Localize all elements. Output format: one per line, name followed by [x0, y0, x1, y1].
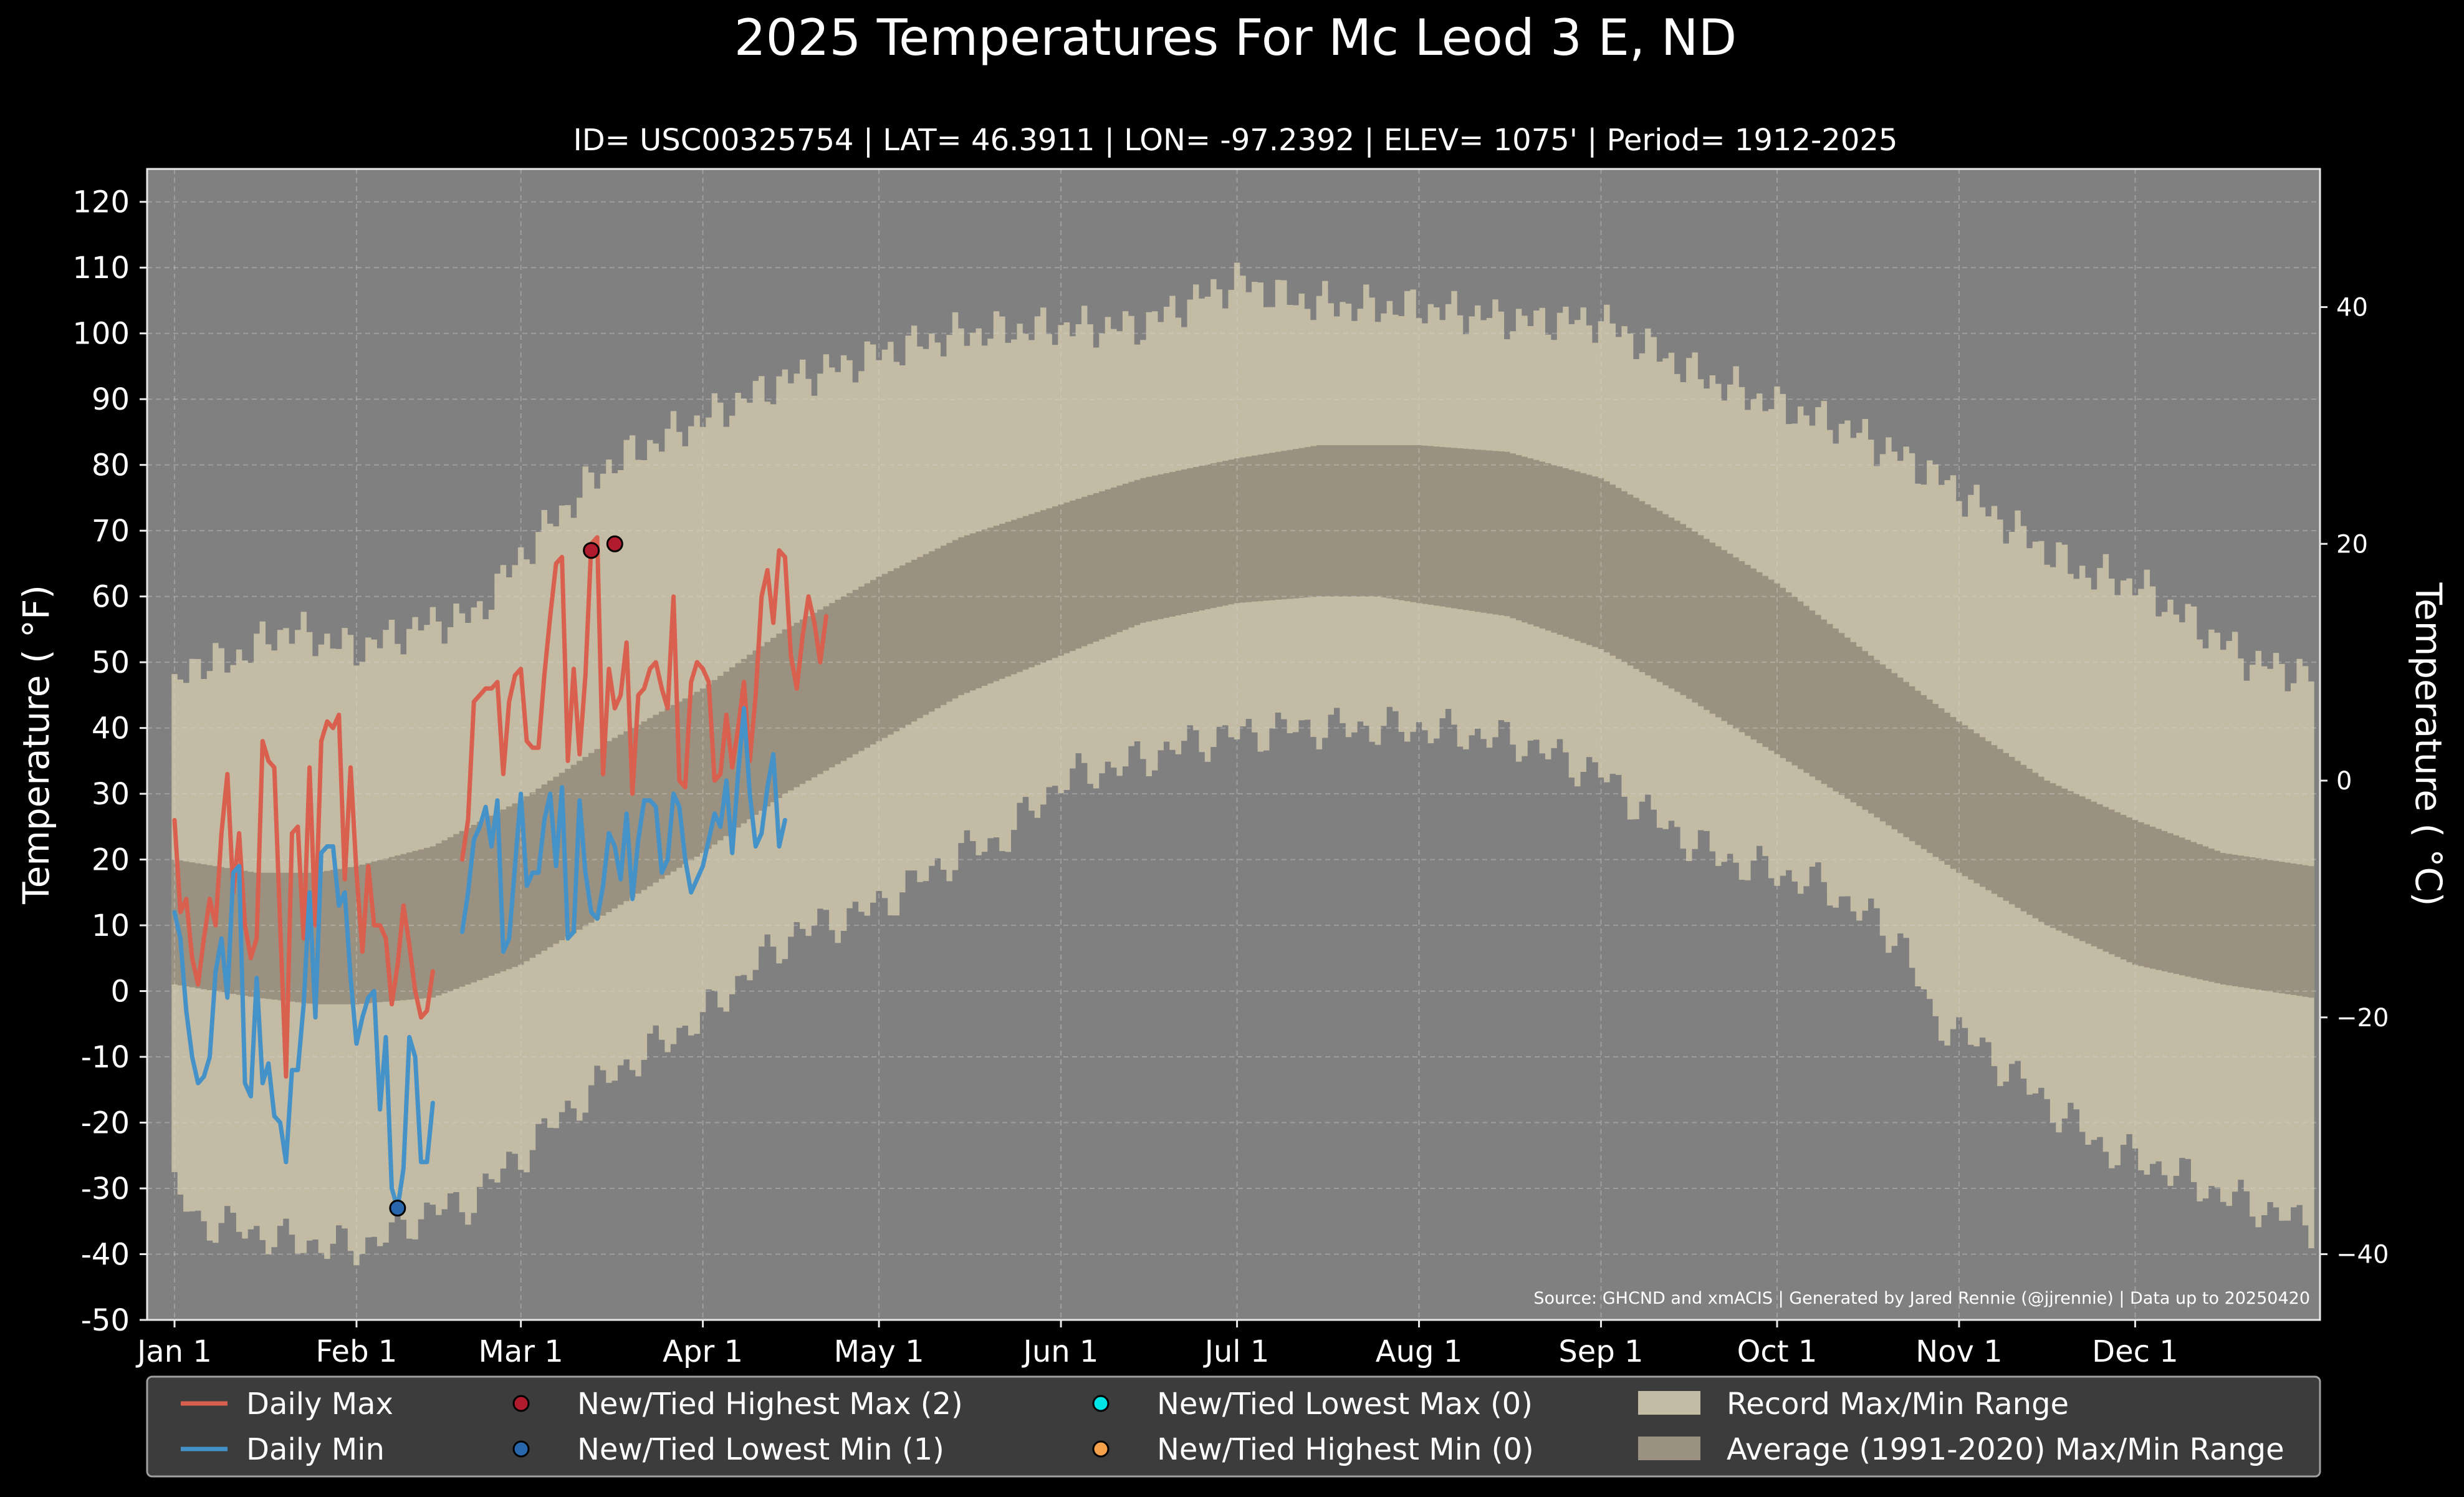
record-range-band: [171, 262, 2314, 1266]
legend-dot-swatch: [512, 1440, 530, 1458]
record-high-max-point: [583, 542, 600, 559]
y-tick-label: -40: [81, 1238, 130, 1273]
legend-patch-swatch: [1638, 1391, 1700, 1415]
legend-label: New/Tied Lowest Max (0): [1157, 1387, 1533, 1422]
y-tick-label: 90: [92, 382, 130, 417]
y-tick-label: -10: [81, 1040, 130, 1075]
y-tick-label: 70: [92, 514, 130, 549]
x-tick-label: Mar 1: [478, 1334, 563, 1369]
y-tick-label: -30: [81, 1172, 130, 1206]
normal-range-band: [171, 445, 2314, 1004]
y-tick-label: 30: [92, 777, 130, 812]
y-tick-label: -20: [81, 1106, 130, 1141]
x-tick-label: Nov 1: [1915, 1334, 2002, 1369]
x-tick-label: Jul 1: [1203, 1334, 1270, 1369]
legend-box: [146, 1375, 2321, 1478]
y-right-tick-label: −20: [2336, 1004, 2389, 1032]
daily-max-line: [460, 535, 828, 862]
grid-lines: [147, 169, 2320, 1320]
legend-label: New/Tied Highest Max (2): [577, 1387, 963, 1422]
daily-series: [172, 535, 828, 1211]
daily-min-line: [460, 706, 787, 954]
y-tick-label: 20: [92, 843, 130, 878]
x-tick-label: Feb 1: [316, 1334, 398, 1369]
y-right-tick-label: 40: [2336, 294, 2368, 322]
x-tick-label: May 1: [834, 1334, 924, 1369]
y-tick-label: 40: [92, 711, 130, 746]
x-tick-label: Dec 1: [2092, 1334, 2179, 1369]
legend-dot-swatch: [512, 1395, 530, 1412]
x-tick-label: Oct 1: [1737, 1334, 1818, 1369]
y-tick-label: 100: [72, 317, 130, 352]
y-tick-label: 50: [92, 645, 130, 680]
legend-patch-swatch: [1638, 1437, 1700, 1460]
y-right-tick-label: 20: [2336, 530, 2368, 559]
chart-title: 2025 Temperatures For Mc Leod 3 E, ND: [734, 9, 1737, 67]
x-tick-label: Jan 1: [135, 1334, 212, 1369]
daily-min-line: [172, 844, 435, 1211]
legend-label: New/Tied Highest Min (0): [1157, 1432, 1534, 1467]
record-high-max-point: [606, 535, 623, 552]
y-tick-label: 80: [92, 448, 130, 483]
plot-frame: [146, 168, 2321, 1321]
y-tick-label: 110: [72, 251, 130, 286]
legend-label: Daily Min: [246, 1432, 385, 1467]
legend: Daily Max Daily Min New/Tied Highest Max (…: [146, 1375, 2321, 1478]
y-axis-left-label: Temperature ( °F): [15, 585, 57, 905]
source-note: Source: GHCND and xmACIS | Generated by …: [1533, 1289, 2310, 1308]
y-axis-left: 1201101009080706050403020100-10-20-30-40…: [72, 185, 147, 1338]
y-tick-label: 120: [72, 185, 130, 220]
y-right-tick-label: 0: [2336, 767, 2352, 796]
range-bands: [171, 262, 2314, 1266]
y-tick-label: 10: [92, 908, 130, 943]
y-axis-right: 40 20 0 −20 −40: [2320, 294, 2389, 1269]
record-low-min-point: [389, 1200, 406, 1217]
y-tick-label: 0: [110, 975, 130, 1009]
y-axis-right-label: Temperature ( °C): [2407, 582, 2450, 906]
record-points: [389, 535, 623, 1217]
legend-label: Record Max/Min Range: [1727, 1387, 2069, 1422]
chart-subtitle: ID= USC00325754 | LAT= 46.3911 | LON= -9…: [573, 123, 1898, 158]
x-axis: Jan 1 Feb 1 Mar 1 Apr 1 May 1 Jun 1 Jul 1 Aug 1…: [135, 1320, 2179, 1369]
x-tick-label: Jun 1: [1022, 1334, 1099, 1369]
legend-dot-swatch: [1092, 1440, 1110, 1458]
y-tick-label: -50: [81, 1303, 130, 1338]
daily-max-line: [172, 713, 435, 1079]
x-tick-label: Apr 1: [663, 1334, 743, 1369]
legend-label: New/Tied Lowest Min (1): [577, 1432, 944, 1467]
legend-label: Average (1991-2020) Max/Min Range: [1727, 1432, 2284, 1467]
x-tick-label: Aug 1: [1376, 1334, 1463, 1369]
y-tick-label: 60: [92, 580, 130, 615]
y-right-tick-label: −40: [2336, 1241, 2389, 1269]
x-tick-label: Sep 1: [1558, 1334, 1643, 1369]
legend-label: Daily Max: [246, 1387, 393, 1422]
legend-dot-swatch: [1092, 1395, 1110, 1412]
